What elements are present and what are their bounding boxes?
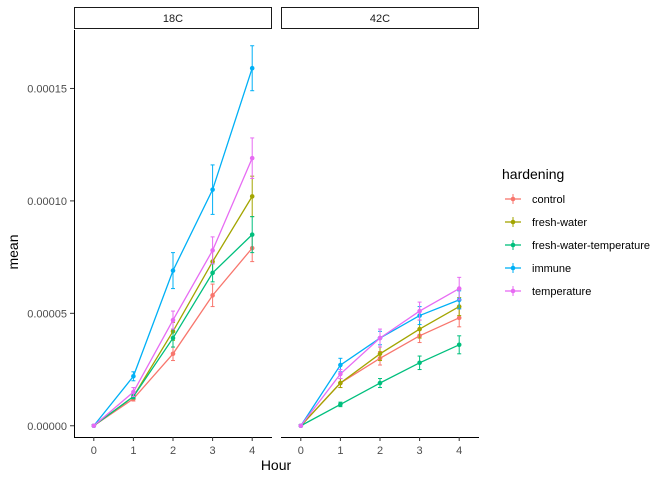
x-tick-label: 4 [249, 445, 255, 457]
facet-strip-label: 42C [370, 13, 390, 25]
legend-key-point [510, 288, 516, 294]
data-point [249, 232, 255, 237]
facet-strip-label: 18C [163, 13, 183, 25]
legend-key-point [510, 196, 516, 202]
data-point [249, 194, 255, 199]
x-tick-label: 3 [210, 445, 216, 457]
data-point [456, 286, 462, 291]
legend-label: temperature [532, 286, 591, 298]
data-point [377, 380, 383, 386]
x-tick-label: 1 [130, 445, 136, 457]
data-point [417, 308, 422, 314]
data-point [131, 389, 136, 395]
series-temperature-42C [298, 276, 462, 429]
data-point [298, 423, 304, 429]
x-tick-label: 0 [91, 445, 97, 457]
data-point [170, 335, 176, 341]
series-control-42C [298, 308, 462, 429]
legend-key-point [510, 219, 516, 225]
series-line [93, 68, 253, 427]
data-point [249, 65, 255, 71]
data-point [210, 293, 215, 298]
data-point [377, 351, 383, 357]
legend-label: control [532, 194, 565, 206]
data-point [338, 402, 343, 407]
data-point [210, 248, 215, 253]
y-tick-label: 0.00005 [27, 308, 67, 320]
data-point [377, 335, 383, 341]
data-point [170, 351, 176, 357]
legend-title: hardening [502, 166, 564, 182]
legend-label: fresh-water [532, 217, 587, 229]
data-point [417, 326, 422, 332]
y-tick-label: 0.00000 [27, 421, 67, 433]
legend-key-point [510, 242, 516, 248]
data-point [417, 360, 422, 366]
facet-strip [281, 7, 479, 29]
x-tick-label: 1 [337, 445, 343, 457]
data-point [170, 317, 176, 323]
data-point [210, 270, 215, 276]
legend-key-point [510, 265, 516, 271]
series-immune-18C [91, 45, 255, 429]
legend-label: immune [532, 263, 571, 275]
data-point [249, 155, 255, 161]
data-point [338, 371, 343, 377]
data-point [91, 423, 97, 429]
series-temperature-18C [91, 137, 255, 429]
x-axis-title: Hour [261, 457, 292, 473]
series-line [300, 306, 460, 427]
x-tick-label: 2 [170, 445, 176, 457]
y-axis-title: mean [5, 234, 21, 269]
data-point [456, 342, 462, 348]
legend-label: fresh-water-temperature [532, 240, 650, 252]
series-line [93, 157, 253, 427]
x-tick-label: 0 [298, 445, 304, 457]
data-point [131, 373, 136, 379]
x-tick-label: 2 [377, 445, 383, 457]
series-fresh-water-18C [91, 175, 255, 429]
y-tick-label: 0.00015 [27, 83, 67, 95]
data-point [170, 268, 176, 273]
x-tick-label: 3 [417, 445, 423, 457]
data-point [456, 315, 462, 321]
data-point [210, 187, 215, 192]
data-point [338, 380, 343, 386]
y-tick-label: 0.00010 [27, 196, 67, 208]
facet-strip [74, 7, 272, 29]
x-tick-label: 4 [456, 445, 462, 457]
data-point [338, 362, 343, 368]
